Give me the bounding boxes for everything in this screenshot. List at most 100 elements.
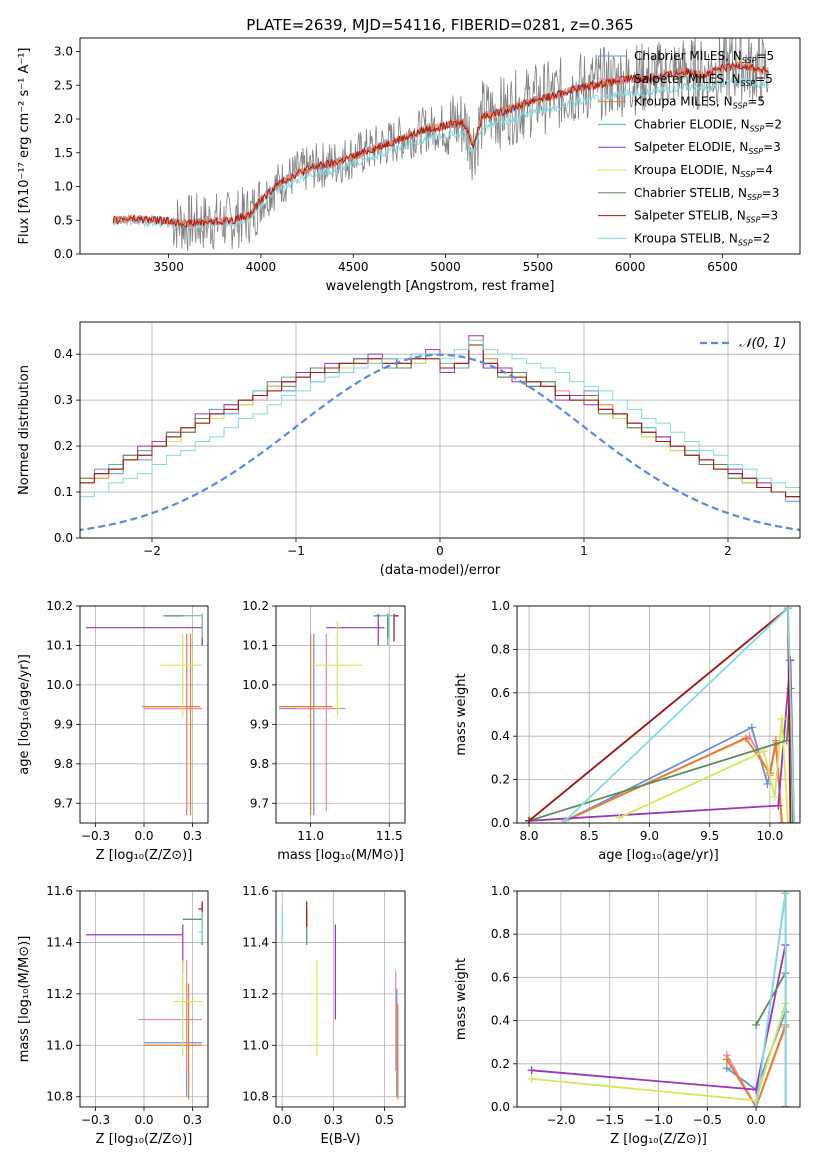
y-tick-label: 0.8 <box>491 642 510 656</box>
panel-mass-vs-Z: −0.3 0.0 0.3 10.8 11.0 11.2 11.4 11.6 Z [log₁₀(Z… <box>17 884 209 1147</box>
y-tick-label: 0.0 <box>491 816 510 830</box>
histogram-step-line <box>80 339 800 502</box>
histogram-step-line <box>80 339 800 502</box>
y-tick-label: 10.0 <box>242 678 269 692</box>
plot-area <box>281 901 399 1100</box>
y-tick-label: 3.0 <box>54 45 73 59</box>
legend-label: Salpeter ELODIE, NSSP=3 <box>634 140 781 156</box>
y-tick-label: 10.0 <box>46 678 73 692</box>
y-tick-label: 0.6 <box>491 686 510 700</box>
x-tick-label: 8.0 <box>519 829 538 843</box>
y-tick-label: 0.2 <box>54 439 73 453</box>
plot-area <box>85 613 203 816</box>
y-tick-label: 10.2 <box>242 599 269 613</box>
y-axis-label: mass weight <box>454 673 469 755</box>
x-tick-label: 0.5 <box>375 1113 394 1127</box>
weight-marker <box>722 1064 731 1073</box>
x-tick-label: 9.5 <box>700 829 719 843</box>
plot-area <box>527 891 790 1107</box>
x-tick-label: 0.0 <box>134 1113 153 1127</box>
plot-area <box>80 335 800 532</box>
x-tick-label: 3500 <box>153 260 184 274</box>
weight-marker <box>783 819 792 823</box>
x-tick-label: 4500 <box>338 260 369 274</box>
y-tick-label: 2.5 <box>54 78 73 92</box>
axes-frame <box>79 890 209 1108</box>
x-tick-label: 2 <box>724 544 732 558</box>
y-tick-label: 10.2 <box>46 599 73 613</box>
x-tick-label: −1.5 <box>595 1113 624 1127</box>
x-tick-label: 11.5 <box>376 829 403 843</box>
weight-marker <box>763 779 772 788</box>
weight-marker <box>759 747 768 756</box>
x-tick-label: 8.5 <box>580 829 599 843</box>
y-tick-label: 0.6 <box>491 970 510 984</box>
y-tick-label: 9.7 <box>250 796 269 810</box>
weight-marker <box>527 1074 536 1083</box>
x-tick-label: 6000 <box>615 260 646 274</box>
y-tick-label: 0.2 <box>491 773 510 787</box>
weight-marker <box>741 734 750 743</box>
y-tick-label: 9.8 <box>250 757 269 771</box>
y-tick-label: 11.2 <box>46 987 73 1001</box>
plot-area <box>525 606 798 823</box>
weight-marker <box>781 1103 790 1107</box>
y-tick-label: 9.9 <box>54 717 73 731</box>
axes-frame <box>79 321 801 539</box>
weight-marker <box>615 813 624 822</box>
panel-mass-weight-vs-age: 8.0 8.5 9.0 9.5 10.0 0.0 0.2 0.4 0.6 0.8 1.0 age [l… <box>454 599 801 863</box>
x-tick-label: 0.0 <box>134 829 153 843</box>
legend-label: Kroupa MILES, NSSP=5 <box>634 95 765 111</box>
weight-marker <box>783 606 792 613</box>
y-axis-label: mass [log₁₀(M/M⊙)] <box>17 936 32 1063</box>
weight-marker <box>747 723 756 732</box>
legend-label: Chabrier MILES, NSSP=5 <box>634 49 774 65</box>
x-tick-label: −1 <box>287 544 305 558</box>
y-tick-label: 11.4 <box>242 935 269 949</box>
x-axis-label: Z [log₁₀(Z/Z⊙)] <box>96 848 193 863</box>
weight-marker <box>774 801 783 810</box>
panel-histogram: −2 −1 0 1 2 0.0 0.1 0.2 0.3 0.4 (data-model)/error… <box>17 321 801 578</box>
y-tick-label: 0.0 <box>54 531 73 545</box>
axes-frame <box>79 605 209 824</box>
weight-marker <box>527 1066 536 1075</box>
panel-mass-vs-ebv: 0.0 0.3 0.5 10.8 11.0 11.2 11.4 11.6 E(B-V) <box>242 884 406 1147</box>
y-tick-label: 9.8 <box>54 757 73 771</box>
y-tick-label: 0.8 <box>491 927 510 941</box>
y-tick-label: 0.4 <box>491 1014 510 1028</box>
x-tick-label: 10.0 <box>757 829 784 843</box>
x-tick-label: 0.3 <box>183 829 202 843</box>
panel-mass-weight-vs-Z: −2.0 −1.5 −1.0 −0.5 0.0 0.0 0.2 0.4 0.6 0.8 1.0 Z [… <box>454 884 801 1147</box>
y-tick-label: 1.0 <box>491 599 510 613</box>
y-axis-label: age [log₁₀(age/yr)] <box>17 654 32 775</box>
x-tick-label: 0.3 <box>324 1113 343 1127</box>
axes-frame <box>275 890 406 1108</box>
weight-marker <box>786 819 795 823</box>
legend-label: Kroupa STELIB, NSSP=2 <box>634 231 770 247</box>
y-tick-label: 0.5 <box>54 213 73 227</box>
x-axis-label: (data-model)/error <box>380 563 501 578</box>
x-tick-label: 6500 <box>707 260 738 274</box>
weight-marker <box>777 714 786 723</box>
legend-label: 𝒩(0, 1) <box>739 336 786 351</box>
x-tick-label: 4000 <box>246 260 277 274</box>
weight-marker <box>789 819 798 823</box>
x-axis-label: age [log₁₀(age/yr)] <box>598 848 719 863</box>
x-tick-label: −2.0 <box>546 1113 575 1127</box>
x-tick-label: 0.0 <box>747 1113 766 1127</box>
axes-frame <box>275 605 406 824</box>
model-spectrum-line <box>112 61 769 229</box>
histogram-step-line <box>80 344 800 502</box>
x-tick-label: 0 <box>436 544 444 558</box>
weight-marker <box>770 792 779 801</box>
weight-marker <box>752 1103 761 1107</box>
y-axis-label: mass weight <box>454 958 469 1040</box>
weight-marker <box>781 891 790 898</box>
axes-frame <box>79 37 801 255</box>
y-tick-label: 10.8 <box>242 1090 269 1104</box>
panel-spectrum: 3500 4000 4500 5000 5500 6000 6500 0.0 0.5 1.0 1.5… <box>17 37 801 294</box>
x-axis-label: wavelength [Angstrom, rest frame] <box>326 279 555 294</box>
x-axis-label: Z [log₁₀(Z/Z⊙)] <box>610 1132 707 1147</box>
legend-label: Chabrier ELODIE, NSSP=2 <box>634 117 782 133</box>
